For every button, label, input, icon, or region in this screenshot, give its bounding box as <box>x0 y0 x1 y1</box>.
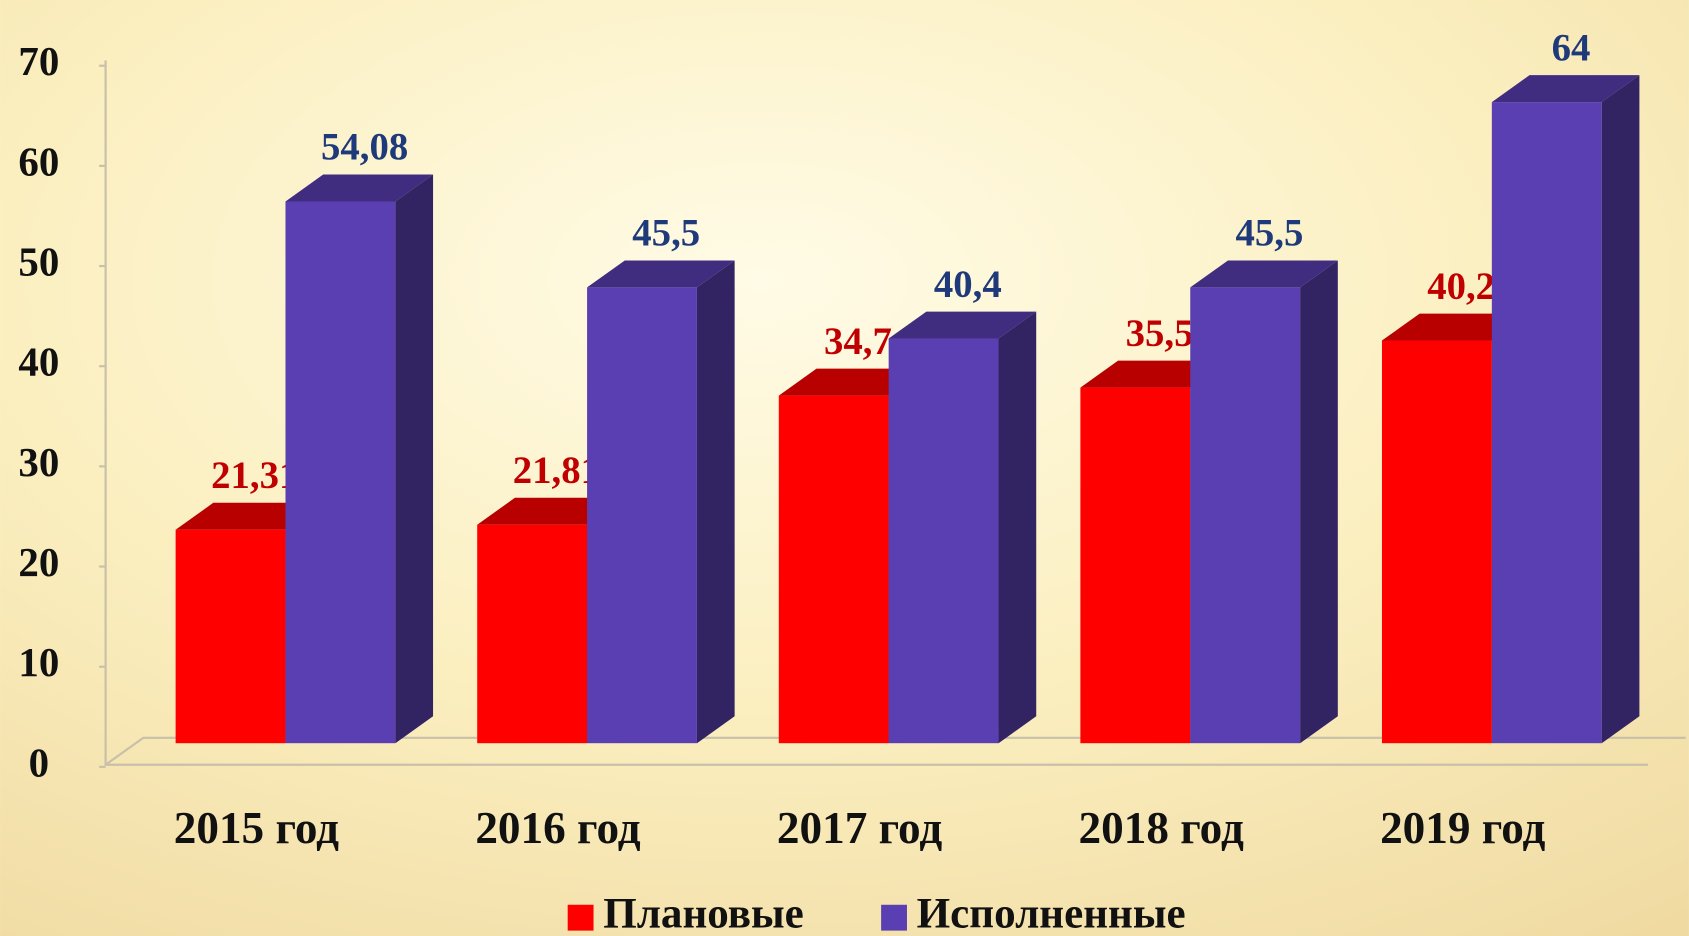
y-tick-label: 0 <box>29 740 49 785</box>
bar-side <box>696 260 735 744</box>
value-label: 21,81 <box>513 449 600 492</box>
bar <box>778 395 889 744</box>
value-label: 34,7 <box>824 320 892 363</box>
x-tick-label: 2015 год <box>174 803 339 853</box>
value-label: 40,4 <box>934 263 1002 306</box>
bar <box>175 529 286 744</box>
bar-side <box>998 311 1037 744</box>
bar <box>1190 287 1301 744</box>
bar <box>1381 340 1492 744</box>
bar-top <box>1190 260 1338 288</box>
bar-top <box>587 260 735 288</box>
x-tick-label: 2016 год <box>475 803 640 853</box>
bar-side <box>1300 260 1338 744</box>
y-tick-label: 50 <box>18 239 59 284</box>
value-label: 64 <box>1552 26 1591 69</box>
bar-side <box>1601 75 1640 744</box>
value-label: 45,5 <box>1235 212 1303 255</box>
value-label: 40,2 <box>1427 265 1495 308</box>
bar-top <box>285 174 434 202</box>
y-tick-label: 40 <box>18 340 59 385</box>
legend-swatch <box>881 904 907 931</box>
y-tick-label: 30 <box>18 440 59 485</box>
value-label: 21,31 <box>211 454 298 497</box>
y-tick-label: 70 <box>18 39 59 84</box>
y-tick-label: 60 <box>18 139 59 184</box>
value-label: 35,5 <box>1126 312 1194 355</box>
bar-side <box>395 174 434 744</box>
x-tick-label: 2018 год <box>1078 803 1243 853</box>
legend-label: Исполненные <box>917 891 1186 936</box>
value-label: 45,5 <box>632 212 700 255</box>
legend-swatch <box>567 904 594 931</box>
bar <box>1491 102 1602 744</box>
legend-label: Плановые <box>603 891 804 936</box>
y-tick-label: 20 <box>18 540 59 585</box>
bar <box>477 524 588 744</box>
value-label: 54,08 <box>321 126 408 169</box>
bar <box>1080 387 1191 744</box>
x-tick-label: 2017 год <box>777 803 942 853</box>
bar-top <box>888 311 1037 339</box>
y-tick-label: 10 <box>18 640 59 685</box>
bar <box>285 201 396 744</box>
x-tick-label: 2019 год <box>1380 803 1545 853</box>
bar-top <box>1491 75 1640 103</box>
bar <box>587 287 697 744</box>
bar <box>888 338 999 744</box>
